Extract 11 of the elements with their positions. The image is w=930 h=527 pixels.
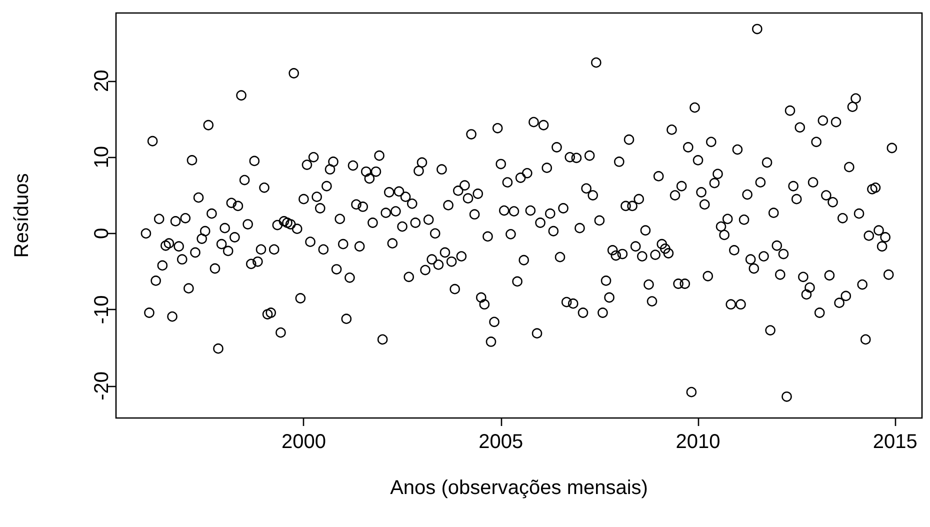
x-tick-label: 2010 — [676, 431, 720, 453]
y-tick-label: -10 — [91, 295, 113, 324]
y-axis-title: Resíduos — [11, 173, 33, 258]
x-tick-label: 2005 — [478, 431, 524, 453]
y-tick-label: -20 — [91, 372, 113, 400]
x-tick-label: 2015 — [872, 431, 918, 453]
x-axis-title: Anos (observações mensais) — [390, 477, 648, 499]
y-tick-label: 10 — [91, 146, 113, 168]
y-tick-label: 20 — [91, 70, 113, 92]
y-tick-label: 0 — [91, 228, 113, 239]
x-tick-label: 2000 — [281, 431, 326, 453]
